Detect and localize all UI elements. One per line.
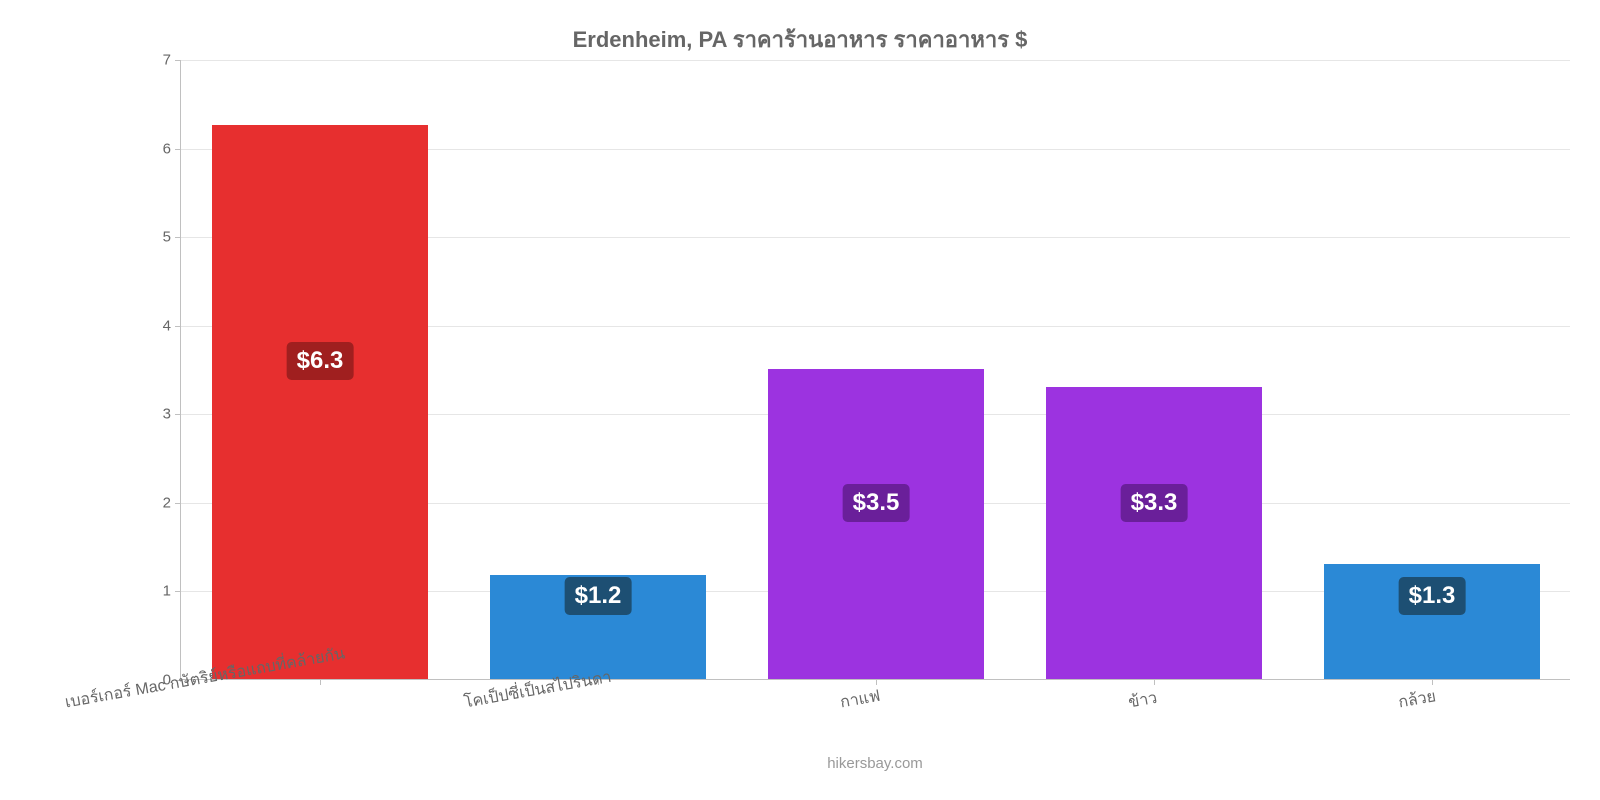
bar	[212, 125, 429, 679]
ytick-label: 1	[163, 583, 181, 600]
value-badge: $3.3	[1121, 484, 1188, 522]
ytick-label: 2	[163, 494, 181, 511]
xtick-mark	[320, 679, 321, 685]
value-badge: $1.3	[1399, 577, 1466, 615]
value-badge: $6.3	[287, 342, 354, 380]
xtick-label: เบอร์เกอร์ Mac กษัตริย์หรือแถบที่คล้ายกั…	[61, 629, 351, 715]
gridline	[181, 60, 1570, 61]
ytick-label: 4	[163, 317, 181, 334]
value-badge: $3.5	[843, 484, 910, 522]
chart-title: Erdenheim, PA ราคาร้านอาหาร ราคาอาหาร $	[0, 0, 1600, 57]
ytick-label: 5	[163, 229, 181, 246]
bar	[1046, 387, 1263, 679]
xtick-label: กาแฟ	[836, 671, 886, 715]
plot-area: 01234567เบอร์เกอร์ Mac กษัตริย์หรือแถบที…	[180, 60, 1570, 680]
xtick-label: ข้าว	[1124, 673, 1163, 715]
bar	[768, 369, 985, 679]
attribution-text: hikersbay.com	[827, 755, 923, 772]
value-badge: $1.2	[565, 577, 632, 615]
ytick-label: 3	[163, 406, 181, 423]
ytick-label: 6	[163, 140, 181, 157]
ytick-label: 7	[163, 52, 181, 69]
xtick-label: กล้วย	[1394, 672, 1442, 716]
